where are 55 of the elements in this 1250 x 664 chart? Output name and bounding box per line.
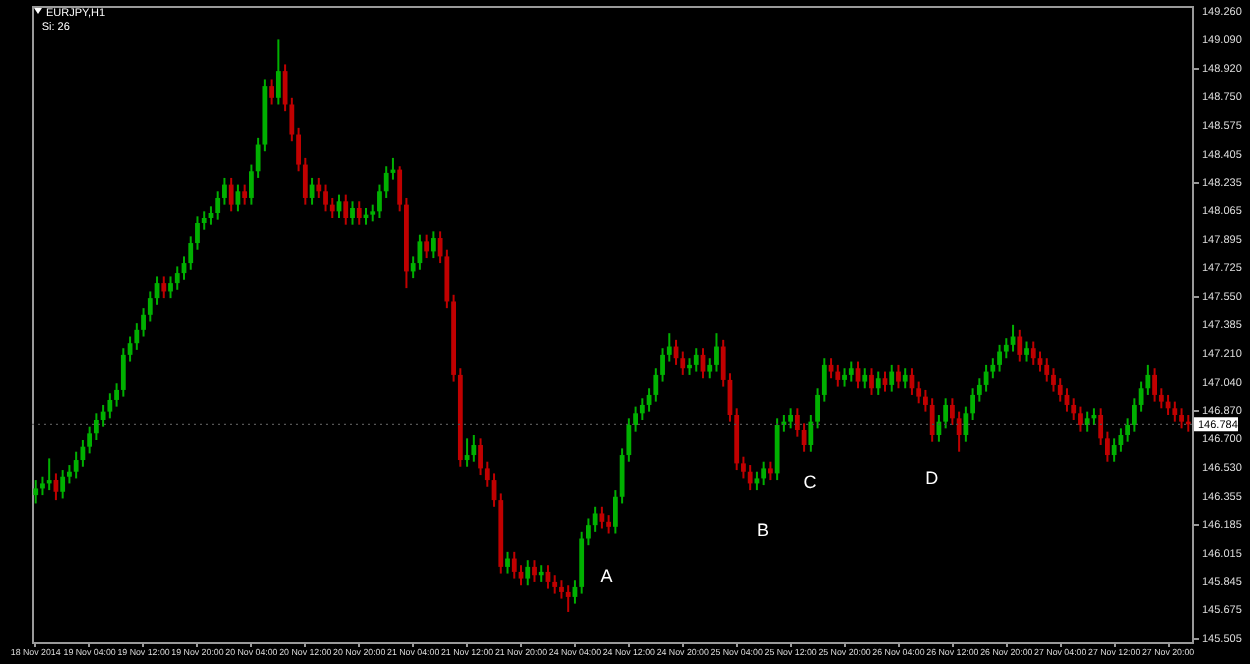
candlestick	[956, 410, 962, 453]
candlestick	[1172, 400, 1178, 423]
candlestick	[768, 460, 773, 482]
candlestick	[323, 183, 328, 213]
candlestick	[1152, 367, 1157, 403]
candlestick	[107, 392, 113, 420]
candlestick	[350, 200, 355, 226]
candlestick	[161, 275, 167, 300]
candlestick	[902, 367, 908, 390]
candlestick	[46, 457, 52, 492]
candlestick	[343, 193, 349, 226]
candlestick	[565, 584, 571, 613]
candlestick	[835, 363, 841, 388]
candlestick	[599, 505, 605, 530]
candlestick	[747, 464, 753, 492]
annotation: A	[600, 566, 613, 586]
annotation: B	[757, 520, 770, 540]
candlestick	[511, 550, 517, 580]
candlestick	[862, 367, 868, 390]
candlestick	[228, 176, 234, 213]
candlestick	[316, 176, 322, 199]
candlestick	[848, 360, 854, 383]
candlestick	[714, 332, 719, 373]
candlestick	[693, 347, 699, 373]
candlestick	[60, 469, 66, 500]
candlestick	[1030, 340, 1036, 366]
candlestick	[761, 460, 767, 487]
candlestick	[1017, 328, 1023, 363]
candlestick	[875, 370, 881, 396]
candlestick	[525, 559, 531, 587]
candlestick	[356, 200, 362, 226]
candlestick	[269, 78, 275, 106]
candlestick	[869, 367, 874, 396]
candlestick	[929, 397, 935, 443]
candlestick	[997, 343, 1002, 373]
candlestick	[424, 233, 430, 260]
candlestick	[606, 514, 612, 535]
candlestick	[592, 505, 598, 533]
candlestick	[889, 363, 895, 393]
candlestick	[471, 434, 477, 463]
candlestick	[532, 559, 537, 583]
candlestick	[1024, 340, 1029, 363]
candlestick	[896, 363, 901, 390]
candlestick	[1084, 410, 1090, 433]
annotation: C	[803, 472, 818, 492]
candlestick	[842, 367, 847, 388]
candlestick	[430, 230, 436, 260]
candlestick	[275, 38, 281, 106]
candlestick	[33, 479, 39, 505]
candlestick	[788, 407, 794, 430]
candlestick	[1078, 405, 1083, 433]
annotation: D	[925, 468, 940, 488]
candlestick	[505, 550, 510, 575]
candlestick	[242, 183, 248, 206]
candlestick	[1179, 407, 1184, 430]
